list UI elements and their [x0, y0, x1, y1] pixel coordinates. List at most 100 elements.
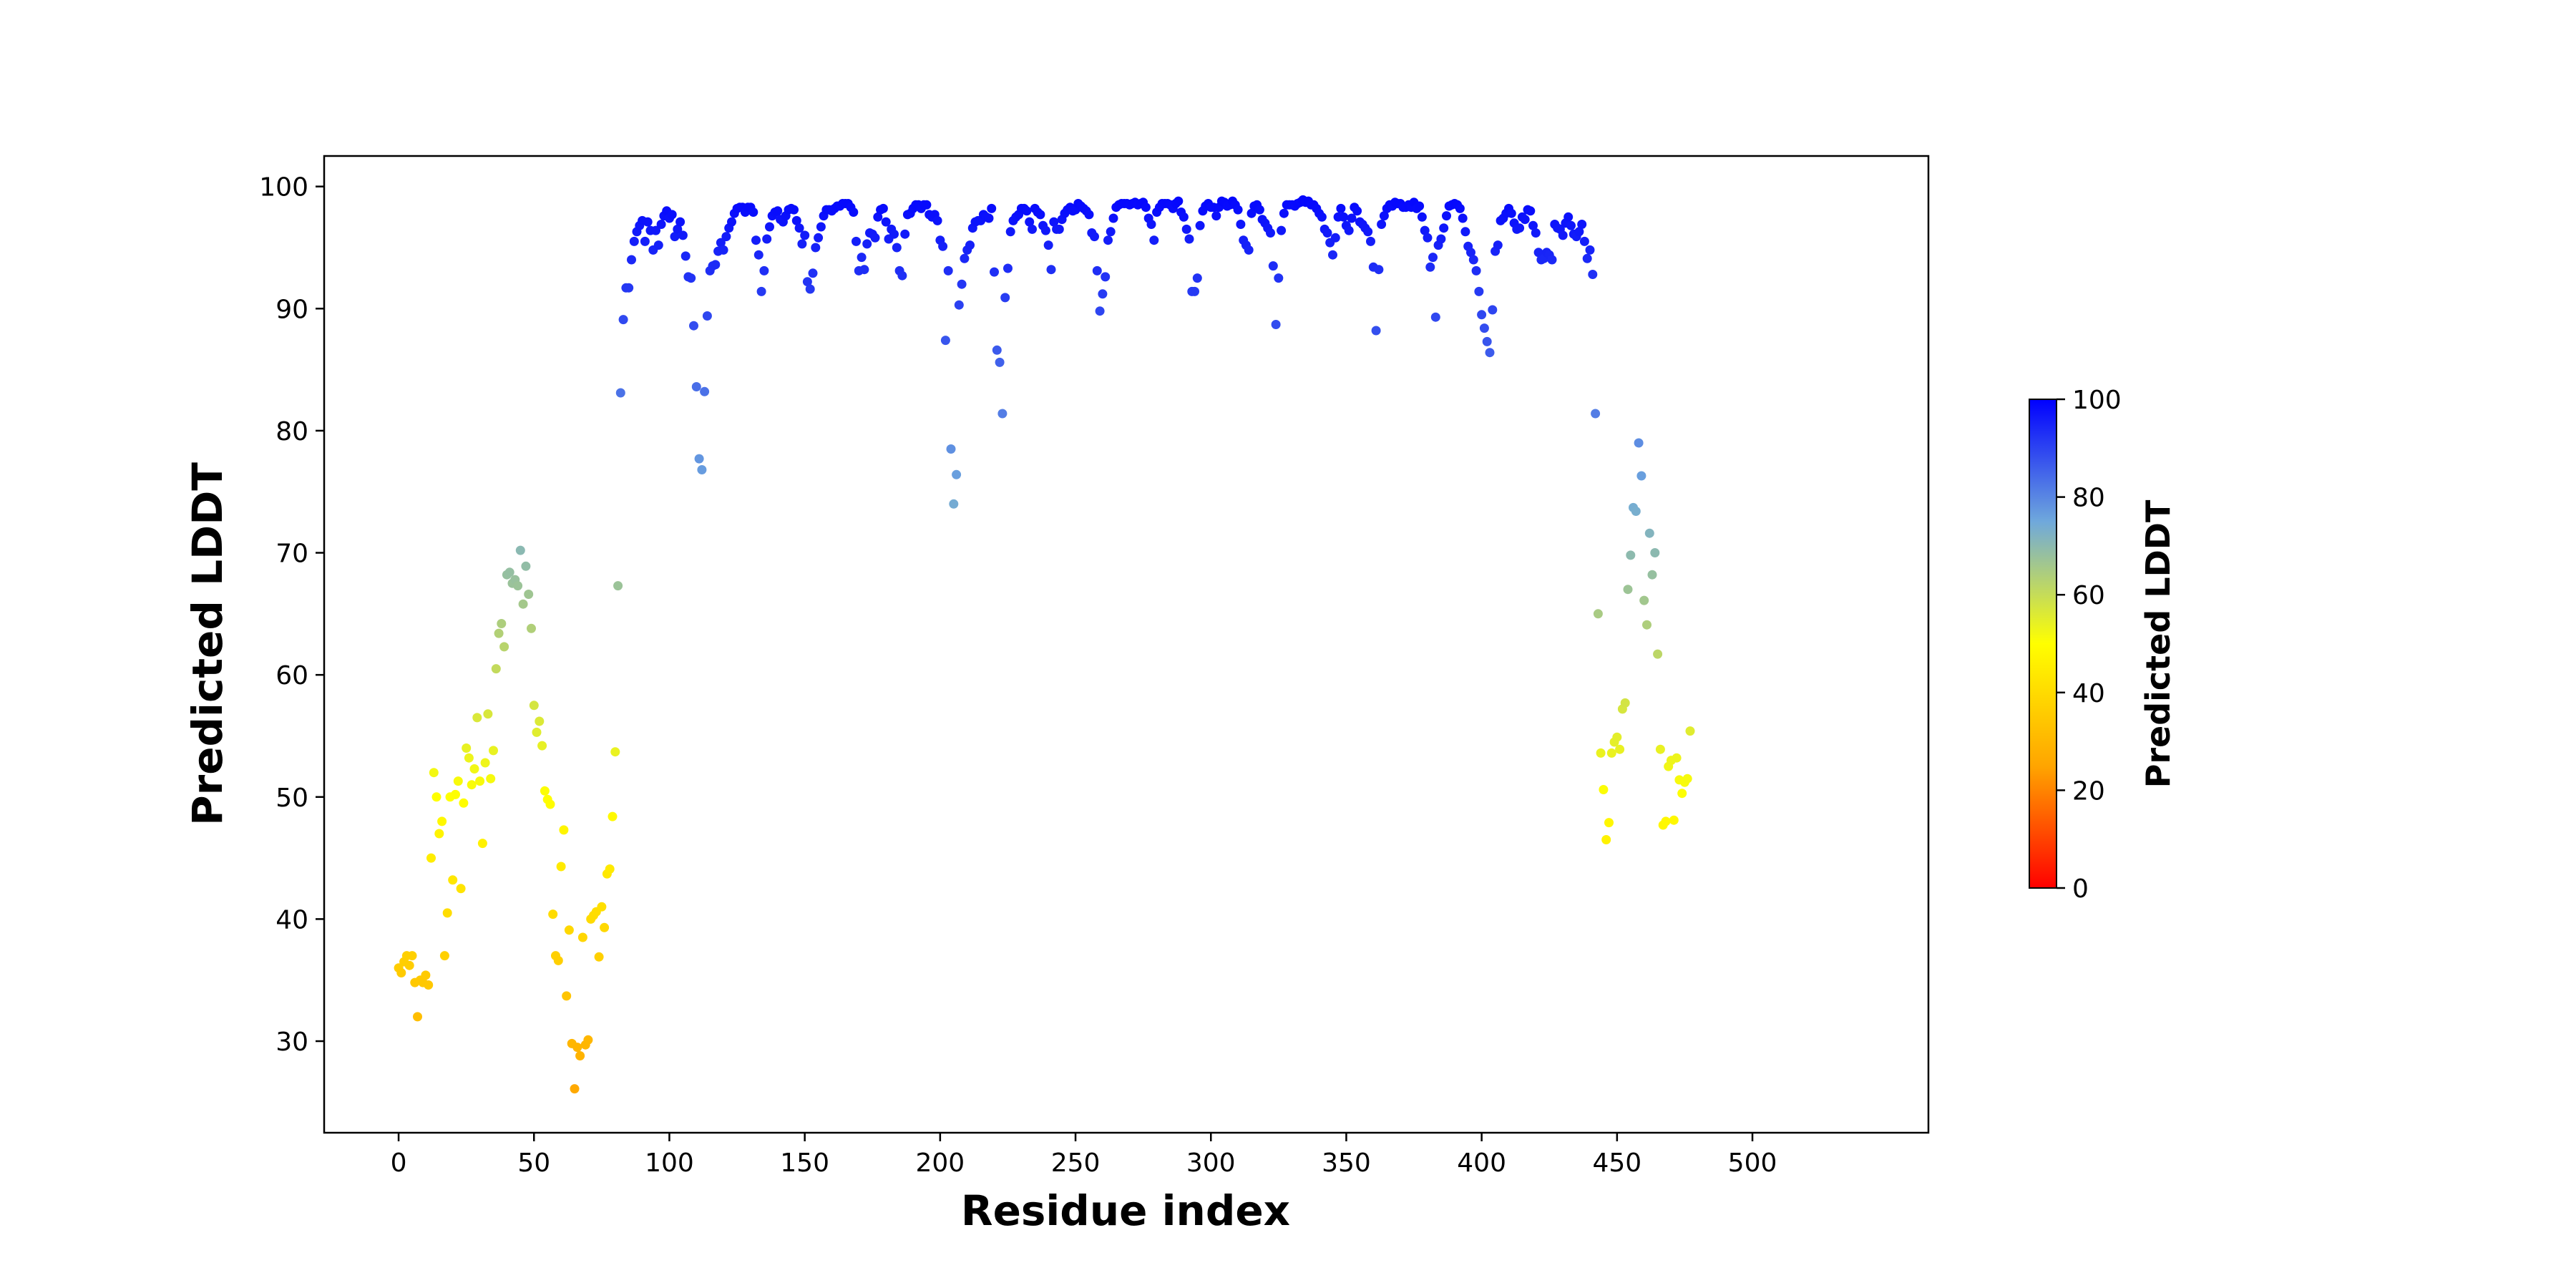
data-point — [494, 628, 504, 638]
data-point — [852, 236, 861, 246]
data-point — [1146, 220, 1156, 229]
data-point — [1650, 548, 1660, 557]
data-point — [535, 716, 545, 726]
data-point — [583, 1035, 593, 1045]
data-point — [1040, 225, 1050, 235]
data-point — [984, 213, 994, 223]
data-point — [1211, 211, 1221, 221]
data-point — [1254, 205, 1264, 215]
data-point — [1606, 748, 1616, 758]
data-point — [932, 215, 942, 225]
data-point — [1588, 270, 1598, 279]
data-point — [1547, 255, 1557, 265]
data-point — [1439, 223, 1449, 233]
data-point — [1244, 245, 1254, 255]
data-point — [1596, 748, 1606, 758]
data-point — [1141, 203, 1151, 213]
y-tick-label: 60 — [275, 661, 308, 691]
data-point — [1363, 227, 1373, 237]
data-point — [1626, 550, 1636, 560]
data-point — [678, 230, 688, 240]
colorbar-tick-label: 20 — [2072, 776, 2105, 806]
data-point — [545, 799, 555, 809]
colorbar-ticks: 0 20 40 60 80 100 — [2057, 386, 2122, 904]
data-point — [1506, 208, 1516, 218]
data-point — [439, 951, 449, 961]
data-point — [1328, 250, 1337, 260]
data-point — [464, 753, 474, 763]
data-point — [1415, 201, 1425, 211]
data-point — [1035, 210, 1045, 220]
data-point — [1515, 223, 1525, 233]
plot-frame — [323, 155, 1930, 1134]
data-point — [1049, 217, 1059, 227]
data-point — [1366, 236, 1375, 246]
data-point — [1599, 785, 1609, 794]
data-point — [805, 284, 815, 294]
data-point — [849, 208, 859, 217]
data-point — [1466, 248, 1475, 258]
data-point — [475, 776, 485, 786]
data-point — [513, 581, 523, 591]
data-point — [559, 825, 569, 835]
data-point — [1604, 818, 1614, 828]
data-point — [1520, 215, 1530, 225]
data-point — [651, 225, 660, 235]
data-point — [808, 268, 818, 278]
data-point — [791, 215, 801, 225]
data-point — [1455, 203, 1465, 213]
data-point — [1425, 262, 1435, 272]
data-point — [811, 243, 821, 253]
y-axis-label: Predicted LDDT — [183, 462, 232, 826]
data-point — [800, 230, 810, 240]
data-point — [1108, 213, 1118, 223]
data-point — [753, 250, 763, 260]
data-point — [762, 234, 772, 244]
data-point — [421, 970, 431, 980]
data-point — [1268, 261, 1278, 271]
data-point — [404, 960, 414, 970]
data-point — [429, 768, 439, 778]
data-point — [480, 758, 490, 768]
data-point — [797, 239, 807, 249]
data-point — [889, 229, 899, 239]
data-point — [702, 311, 712, 321]
data-point — [1582, 253, 1592, 263]
data-point — [946, 444, 956, 454]
data-point — [957, 279, 967, 289]
data-point — [548, 909, 558, 919]
x-tick-label: 50 — [517, 1148, 550, 1178]
data-point — [491, 664, 501, 674]
y-tick-label: 90 — [275, 295, 308, 324]
data-point — [965, 240, 975, 250]
data-point — [859, 265, 869, 275]
data-point — [857, 253, 867, 263]
data-point — [564, 925, 574, 935]
data-point — [499, 642, 509, 652]
data-point — [1672, 753, 1682, 763]
data-point — [1371, 326, 1381, 336]
data-point — [1336, 203, 1346, 213]
data-point — [1623, 585, 1633, 595]
data-point — [1685, 726, 1695, 736]
data-point — [697, 465, 707, 474]
data-point — [1184, 234, 1194, 244]
data-point — [483, 709, 493, 719]
data-point — [900, 229, 910, 239]
data-point — [643, 217, 653, 227]
data-point — [1190, 286, 1199, 296]
data-point — [1644, 528, 1654, 538]
data-point — [1579, 236, 1589, 246]
data-point — [1054, 224, 1064, 234]
data-point — [1233, 205, 1243, 215]
data-point — [1642, 620, 1652, 630]
data-point — [667, 210, 677, 220]
data-point — [1620, 698, 1630, 708]
data-point — [1493, 240, 1503, 250]
data-point — [577, 932, 587, 942]
data-point — [1458, 213, 1468, 223]
data-point — [1179, 212, 1189, 222]
data-point — [1344, 225, 1354, 235]
data-point — [608, 811, 618, 821]
data-point — [1563, 212, 1574, 222]
